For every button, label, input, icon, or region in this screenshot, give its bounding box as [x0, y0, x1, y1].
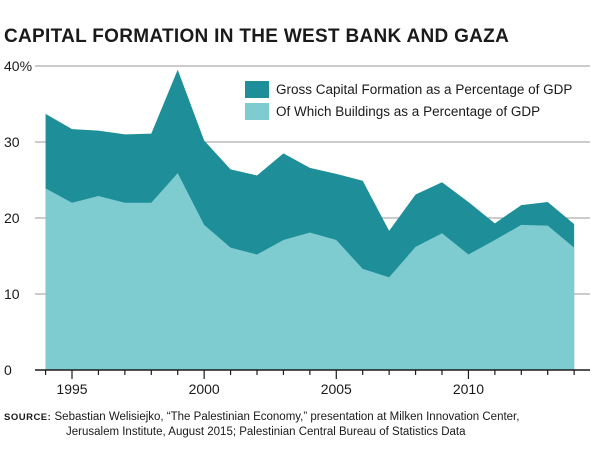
source-label: SOURCE: [4, 412, 52, 423]
y-tick-label-30: 30 [4, 134, 20, 150]
legend: Gross Capital Formation as a Percentage … [245, 81, 572, 120]
axes: 0 10 20 30 40% 1995 2000 2005 2010 [4, 58, 590, 397]
y-tick-label-0: 0 [4, 362, 12, 378]
legend-label-2: Of Which Buildings as a Percentage of GD… [276, 104, 540, 119]
x-tick-label-1995: 1995 [56, 381, 87, 397]
legend-swatch-2 [245, 103, 269, 120]
chart-title: CAPITAL FORMATION IN THE WEST BANK AND G… [4, 26, 510, 47]
area-series-2 [45, 173, 575, 370]
y-tick-label-20: 20 [4, 210, 20, 226]
legend-swatch-1 [245, 81, 269, 98]
y-tick-label-40: 40% [4, 58, 32, 74]
x-tick-label-2005: 2005 [321, 381, 352, 397]
x-tick-label-2010: 2010 [453, 381, 484, 397]
x-tick-label-2000: 2000 [189, 381, 220, 397]
source-line-2: Jerusalem Institute, August 2015; Palest… [66, 426, 466, 438]
y-tick-label-10: 10 [4, 286, 20, 302]
area-series [45, 69, 575, 371]
source-note: SOURCE: Sebastian Welisiejko, “The Pales… [4, 410, 596, 440]
legend-label-1: Gross Capital Formation as a Percentage … [276, 82, 572, 97]
source-line-1: Sebastian Welisiejko, “The Palestinian E… [54, 411, 520, 423]
